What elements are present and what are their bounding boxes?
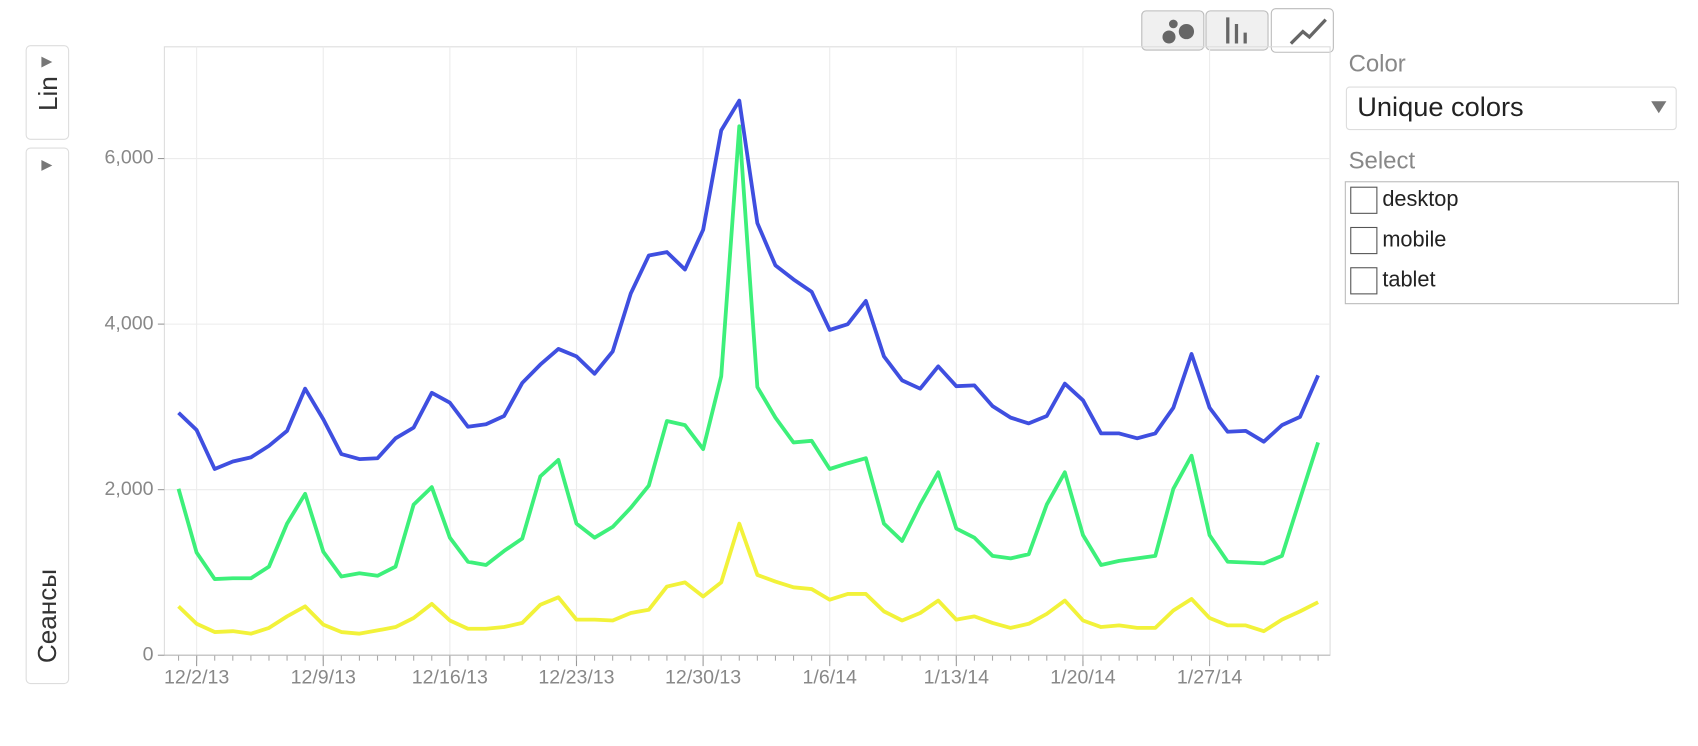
y-axis-selector[interactable] <box>25 147 70 685</box>
y-axis-label: Сеансы <box>32 569 62 663</box>
color-dropdown[interactable] <box>1345 86 1677 131</box>
bubble-button[interactable] <box>1141 10 1205 51</box>
select-label: Select <box>1349 148 1416 175</box>
select-list <box>1344 181 1679 305</box>
series-line <box>176 124 1320 581</box>
x-tick-label: 12/2/13 <box>164 666 229 688</box>
icon <box>1289 18 1327 45</box>
x-tick-label: 1/13/14 <box>924 666 989 688</box>
icon <box>1168 19 1178 29</box>
checkbox[interactable] <box>1350 226 1378 255</box>
series-line <box>177 521 1319 636</box>
y-tick-label: 6,000 <box>105 147 154 169</box>
icon <box>1226 17 1247 44</box>
icon <box>1178 23 1195 40</box>
y-tick-label: 4,000 <box>105 312 154 334</box>
arrow <box>41 56 53 68</box>
icon <box>1162 30 1176 44</box>
x-tick-label: 1/20/14 <box>1050 666 1115 688</box>
series-option: desktop <box>1382 186 1458 211</box>
color-choice: Unique colors <box>1357 91 1523 122</box>
series-option: mobile <box>1382 226 1446 251</box>
scale-label: Lin <box>33 76 63 111</box>
arrow <box>41 159 53 171</box>
x-tick-label: 1/6/14 <box>803 666 858 688</box>
x-tick-label: 1/27/14 <box>1177 666 1242 688</box>
x-tick-label: 12/23/13 <box>538 666 614 688</box>
checkbox[interactable] <box>1350 186 1378 214</box>
x-tick-label: 12/30/13 <box>665 666 741 688</box>
color-label: Color <box>1349 51 1406 78</box>
checkbox[interactable] <box>1350 267 1378 295</box>
chart-type-buttons <box>1141 8 1334 53</box>
x-tick-label: 12/9/13 <box>291 666 356 688</box>
plot-area <box>163 46 1331 656</box>
dropdown-arrow <box>1651 101 1667 114</box>
series-line <box>177 98 1320 471</box>
series-option: tablet <box>1382 267 1435 292</box>
x-tick-label: 12/16/13 <box>412 666 488 688</box>
scale-button[interactable] <box>25 45 70 140</box>
y-tick-label: 0 <box>143 643 154 665</box>
y-tick-label: 2,000 <box>105 478 154 500</box>
